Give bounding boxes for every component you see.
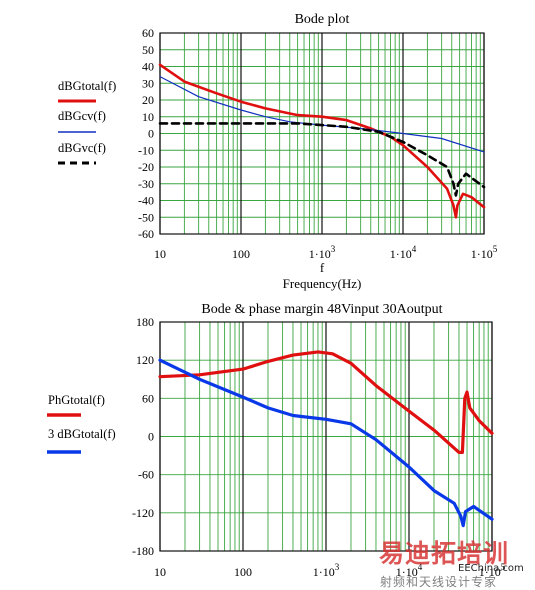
y-tick-label: 180: [136, 315, 154, 329]
chart1-x-tick-labels: 10 100 1·103 1·104 1·105: [154, 244, 498, 261]
x-tick-label: 1·105: [471, 244, 498, 261]
chart1-series: [158, 63, 486, 219]
y-tick-label: 60: [142, 26, 154, 40]
y-tick-label: 50: [142, 43, 154, 57]
y-tick-label: 0: [148, 127, 154, 141]
y-tick-label: -20: [138, 160, 154, 174]
legend-line-dbgtotal: [58, 99, 96, 103]
legend-label-phgtotal: PhGtotal(f): [48, 393, 105, 407]
chart2-title: Bode & phase margin 48Vinput 30Aoutput: [201, 302, 442, 317]
legend-label-dbgvc: dBGvc(f): [58, 141, 106, 155]
y-tick-label: -50: [138, 210, 154, 224]
chart2-x-tick-labels: 10 100 1·103 1·104 1·105: [154, 562, 506, 579]
plot-frame: [159, 32, 485, 235]
series-line-3-dbgtotal-f-: [158, 358, 494, 528]
y-tick-label: 30: [142, 76, 154, 90]
legend-label-3dbgtotal: 3 dBGtotal(f): [48, 427, 116, 441]
y-tick-label: -10: [138, 143, 154, 157]
y-tick-label: -120: [132, 506, 154, 520]
watermark-sub: 射频和天线设计专家: [380, 575, 498, 589]
x-tick-label: 1·103: [309, 244, 336, 261]
y-tick-label: 20: [142, 93, 154, 107]
x-tick-label: 100: [232, 247, 250, 261]
y-tick-label: 0: [148, 430, 154, 444]
chart2-series: [158, 350, 494, 528]
chart1-title: Bode plot: [295, 12, 350, 27]
series-line-dbgvc-f-: [158, 122, 486, 197]
y-tick-label: -60: [138, 468, 154, 482]
phase-margin-chart: Bode & phase margin 48Vinput 30Aoutput 1…: [132, 302, 506, 579]
x-tick-label: 1·104: [390, 244, 417, 261]
plot-frame: [159, 321, 493, 552]
chart1-x-axis-label: Frequency(Hz): [283, 276, 362, 291]
x-tick-label: 10: [154, 247, 166, 261]
watermark-site: EEChina.com: [458, 563, 524, 574]
y-tick-label: 40: [142, 60, 154, 74]
y-tick-label: 60: [142, 391, 154, 405]
legend-line-3dbgtotal: [47, 450, 81, 454]
series-line-phgtotal-f-: [158, 350, 494, 454]
legend-label-dbgtotal: dBGtotal(f): [58, 79, 117, 93]
y-tick-label: 120: [136, 353, 154, 367]
chart2-y-tick-labels: 180 120 60 0 -60 -120 -180: [132, 315, 154, 558]
chart1-y-tick-labels: 60 50 40 30 20 10 0 -10 -20 -30 -40 -50 -60: [138, 26, 154, 241]
x-tick-label: 1·104: [396, 562, 423, 579]
x-tick-label: 100: [234, 565, 252, 579]
bode-plot-chart: Bode plot 6050403020100-10-20-30-40-50-6…: [138, 12, 498, 291]
y-tick-label: -30: [138, 177, 154, 191]
x-tick-label: 1·103: [313, 562, 340, 579]
chart1-grid: [159, 32, 485, 235]
chart2-grid: [159, 321, 493, 552]
watermark-brand: 易迪拓培训: [379, 539, 510, 568]
y-tick-label: -40: [138, 194, 154, 208]
y-tick-label: -60: [138, 227, 154, 241]
legend-line-phgtotal: [47, 413, 81, 417]
y-tick-label: -180: [132, 544, 154, 558]
chart1-x-variable: f: [320, 260, 325, 275]
x-tick-label: 10: [154, 565, 166, 579]
x-tick-label: 1·105: [479, 562, 506, 579]
legend-label-dbgcv: dBGcv(f): [58, 109, 106, 123]
legend-line-dbgvc: [58, 161, 96, 165]
y-tick-label: 10: [142, 110, 154, 124]
legend-line-dbgcv: [58, 131, 96, 133]
